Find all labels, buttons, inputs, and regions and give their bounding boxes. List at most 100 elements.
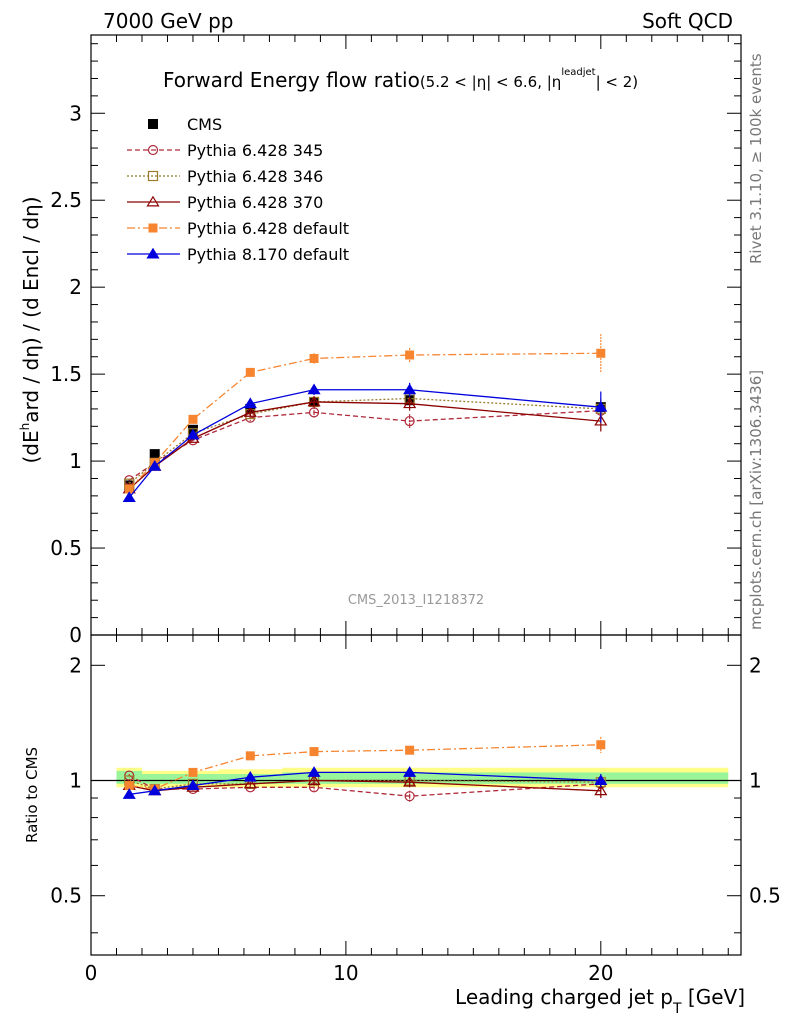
legend-label-p370: Pythia 6.428 370 (187, 193, 323, 212)
main-point-p370 (403, 397, 417, 409)
ratio-point-p8 (594, 774, 608, 785)
main-ticks (90, 35, 741, 636)
analysis-watermark: CMS_2013_I1218372 (348, 593, 484, 608)
x-axis-label-unit: [GeV] (682, 985, 745, 1009)
main-y-tick-labels: 0 0.5 1 1.5 2 2.5 3 (50, 101, 82, 647)
legend-marker-p370 (146, 195, 160, 207)
y-axis-label-sup: h (18, 423, 32, 431)
y-tick-label: 1.5 (50, 362, 82, 386)
ratio-series-p8 (122, 766, 608, 799)
main-line-p346 (128, 397, 601, 485)
ratio-point-p8 (403, 766, 417, 777)
legend-label-p345: Pythia 6.428 345 (187, 141, 323, 160)
ratio-panel: 0.5 0.5 1 1 2 2 0 10 20 Ratio to CMS Leading ch… (23, 634, 781, 1017)
main-point-p8 (122, 491, 136, 503)
main-plot-area (122, 334, 608, 503)
ratio-y-tick-label: 2 (69, 653, 82, 677)
main-panel: 00.511.522.53 Forward Energy flow ratio(… (18, 34, 742, 647)
legend-marker-p8 (146, 247, 160, 259)
mcplots-label: mcplots.cern.ch [arXiv:1306.3436] (747, 370, 765, 630)
y-axis-label-1: (dE (19, 430, 43, 463)
main-point-pdef (596, 348, 606, 358)
ratio-point-p370 (403, 775, 417, 787)
ratio-y-tick-label-right: 1 (749, 769, 762, 793)
main-point-pdef (309, 353, 319, 363)
legend-label-p8: Pythia 8.170 default (187, 245, 349, 264)
legend-label-cms: CMS (187, 115, 222, 134)
ratio-point-pdef (309, 747, 319, 757)
y-tick-label: 2.5 (50, 188, 82, 212)
x-tick-label: 0 (85, 961, 98, 985)
ratio-y-axis-label: Ratio to CMS (23, 747, 41, 843)
main-point-p345 (404, 415, 415, 427)
y-axis-label-3: ncl / dη) (19, 196, 43, 278)
y-tick-label: 3 (69, 101, 82, 125)
ratio-plot-area (91, 736, 741, 802)
chart-title-cut-1: (5.2 < |η| < 6.6, |η (420, 73, 561, 91)
main-point-cms (149, 449, 160, 460)
chart-title: Forward Energy flow ratio(5.2 < |η| < 6.… (163, 67, 638, 92)
main-point-pdef (405, 350, 415, 360)
main-point-p8 (403, 383, 417, 395)
ratio-point-p8 (122, 788, 136, 799)
y-tick-label: 2 (69, 275, 82, 299)
y-axis-label: (dEhard / dη) / (d Encl / dη) (18, 196, 43, 463)
ratio-y-tick-label: 0.5 (50, 884, 82, 908)
ratio-ticks (90, 635, 741, 955)
y-tick-label: 0 (69, 623, 82, 647)
main-series-p370 (122, 395, 608, 494)
ratio-y-tick-label-right: 2 (749, 653, 762, 677)
ratio-point-p8 (243, 770, 257, 782)
main-point-p370 (243, 406, 257, 417)
x-tick-labels: 0 10 20 (85, 961, 614, 985)
x-axis-label-sub: T (672, 1001, 682, 1017)
rivet-label: Rivet 3.1.10, ≥ 100k events (747, 53, 765, 264)
main-point-p8 (186, 428, 200, 440)
ratio-point-p8 (307, 766, 321, 777)
legend-marker-p346 (147, 170, 159, 182)
main-point-p370 (307, 395, 321, 407)
ratio-y-tick-label: 1 (69, 769, 82, 793)
y-axis-label-2: ard / dη) / (d E (19, 278, 43, 422)
main-point-p8 (243, 397, 257, 409)
ratio-point-pdef (405, 745, 415, 755)
main-line-pdef (128, 352, 601, 490)
legend-label-p346: Pythia 6.428 346 (187, 167, 323, 186)
main-point-pdef (188, 414, 198, 424)
x-axis-label: Leading charged jet pT [GeV] (455, 985, 745, 1017)
main-point-p8 (148, 460, 162, 471)
main-line-p8 (128, 389, 601, 499)
x-tick-label: 20 (588, 961, 613, 985)
header-left: 7000 GeV pp (103, 9, 234, 33)
legend-marker-cms (148, 119, 158, 129)
ratio-point-p370 (594, 784, 608, 796)
main-line-p370 (128, 401, 601, 490)
ratio-y-tick-labels: 0.5 0.5 1 1 2 2 (50, 653, 781, 907)
chart-title-main: Forward Energy flow ratio (163, 68, 420, 92)
ratio-point-p370 (243, 777, 257, 789)
y-tick-label: 0.5 (50, 536, 82, 560)
x-tick-label: 10 (333, 961, 358, 985)
main-point-p370 (594, 414, 608, 426)
main-point-pdef (124, 484, 134, 494)
ratio-point-p8 (186, 779, 200, 791)
ratio-point-pdef (188, 767, 198, 777)
ratio-frame (90, 634, 742, 956)
main-point-p345 (308, 407, 320, 418)
main-point-pdef (245, 367, 255, 377)
y-tick-label: 1 (69, 449, 82, 473)
ratio-point-p8 (148, 784, 162, 796)
main-point-p8 (594, 400, 608, 412)
ratio-point-pdef (245, 751, 255, 761)
header-right: Soft QCD (642, 9, 733, 33)
main-point-p8 (307, 383, 321, 395)
ratio-point-pdef (124, 781, 134, 791)
ratio-y-tick-label-right: 0.5 (749, 884, 781, 908)
legend: CMS Pythia 6.428 345 Pythia 6.428 346 Pythi… (127, 115, 349, 264)
legend-marker-pdef (148, 223, 158, 233)
chart-title-cut-sup: leadjet (561, 67, 595, 78)
chart-title-cut-2: | < 2) (596, 73, 639, 91)
legend-marker-p345 (147, 144, 159, 156)
ratio-point-p370 (307, 774, 321, 785)
